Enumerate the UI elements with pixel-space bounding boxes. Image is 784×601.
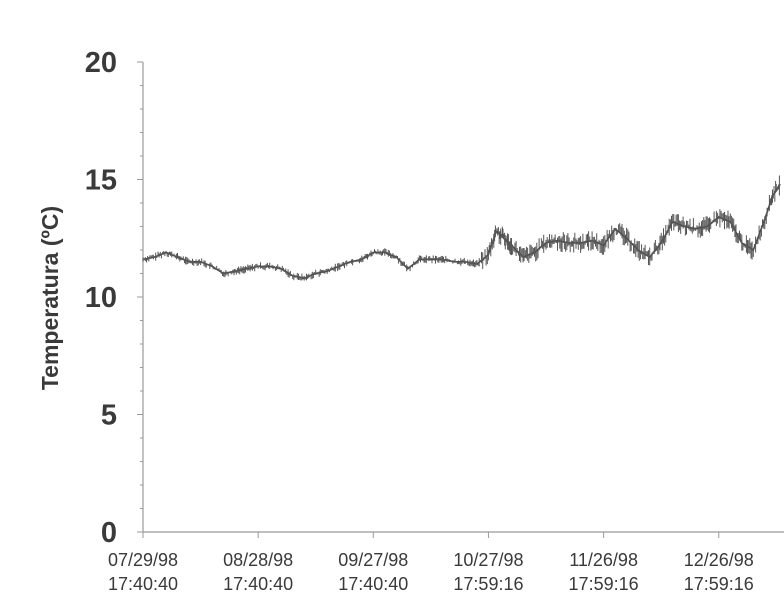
y-tick-label: 0 bbox=[101, 517, 117, 549]
y-tick-label: 20 bbox=[85, 47, 117, 79]
x-tick-date: 11/26/98 bbox=[569, 550, 638, 570]
y-axis-ticks: 0 5 10 15 20 bbox=[85, 47, 143, 549]
x-tick-time: 17:59:16 bbox=[453, 574, 523, 594]
x-tick-date: 07/29/98 bbox=[108, 550, 178, 570]
x-tick-date: 08/28/98 bbox=[223, 550, 293, 570]
y-tick-label: 10 bbox=[85, 282, 117, 314]
x-tick-date: 12/26/98 bbox=[684, 550, 754, 570]
x-axis-ticks: 07/29/98 17:40:40 08/28/98 17:40:40 09/27/98… bbox=[108, 532, 754, 594]
series-line-0 bbox=[142, 183, 781, 280]
series-group bbox=[142, 175, 781, 281]
x-tick-time: 17:40:40 bbox=[108, 574, 178, 594]
axes bbox=[142, 62, 784, 533]
x-tick-time: 17:59:16 bbox=[684, 574, 754, 594]
x-tick-time: 17:40:40 bbox=[338, 574, 408, 594]
x-tick-time: 17:59:16 bbox=[569, 574, 639, 594]
y-tick-label: 5 bbox=[101, 400, 117, 432]
x-tick-time: 17:40:40 bbox=[223, 574, 293, 594]
y-tick-label: 15 bbox=[85, 165, 117, 197]
x-tick-date: 10/27/98 bbox=[453, 550, 523, 570]
x-tick-date: 09/27/98 bbox=[338, 550, 408, 570]
y-axis-label: Temperatura (ºC) bbox=[37, 206, 63, 390]
